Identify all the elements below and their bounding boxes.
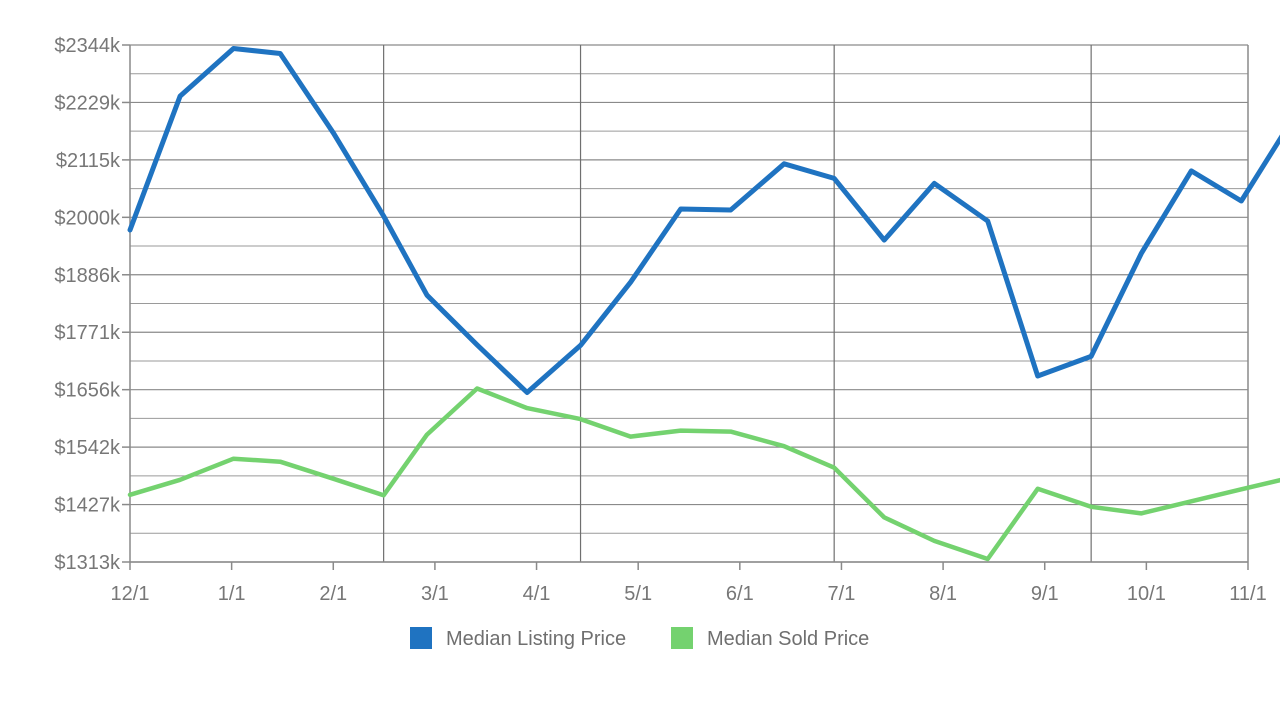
series-line-median-sold-price <box>127 386 1280 562</box>
y-tick-label: $2115k <box>56 150 121 172</box>
y-tick-label: $1542k <box>54 437 121 459</box>
y-tick-label: $1313k <box>54 552 121 574</box>
x-tick-label: 9/1 <box>1031 583 1059 605</box>
series-line-median-listing-price <box>127 46 1280 395</box>
x-tick-label: 2/1 <box>319 583 347 605</box>
legend: Median Listing Price Median Sold Price <box>410 627 869 650</box>
x-tick-label: 1/1 <box>218 583 246 605</box>
x-tick-label: 5/1 <box>624 583 652 605</box>
x-tick-label: 8/1 <box>929 583 957 605</box>
legend-label: Median Sold Price <box>707 628 869 650</box>
y-tick-label: $2344k <box>54 35 121 57</box>
legend-swatch <box>671 627 693 649</box>
x-tick-label: 3/1 <box>421 583 449 605</box>
legend-label: Median Listing Price <box>446 628 626 650</box>
legend-swatch <box>410 627 432 649</box>
y-tick-label: $1771k <box>54 322 121 344</box>
y-tick-label: $1656k <box>54 380 121 402</box>
x-tick-label: 7/1 <box>828 583 856 605</box>
y-tick-label: $2000k <box>54 207 121 229</box>
x-tick-label: 12/1 <box>111 583 150 605</box>
axes: $1313k $1427k $1542k $1656k $1771k $1886k $200… <box>54 35 1266 605</box>
y-tick-label: $2229k <box>54 92 121 114</box>
grid-lines <box>130 44 1248 563</box>
x-tick-label: 6/1 <box>726 583 754 605</box>
x-tick-label: 10/1 <box>1127 583 1166 605</box>
y-tick-label: $1886k <box>54 265 121 287</box>
y-tick-label: $1427k <box>54 495 121 517</box>
series-lines <box>127 46 1280 562</box>
x-tick-label: 11/1 <box>1229 583 1266 605</box>
x-tick-label: 4/1 <box>523 583 551 605</box>
